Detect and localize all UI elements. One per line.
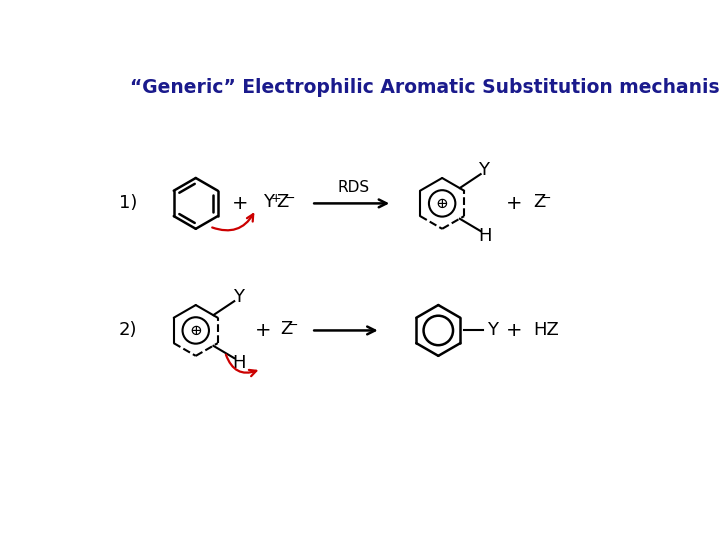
Text: −: − [541,192,552,205]
Text: +: + [231,194,248,213]
Text: H: H [232,354,246,372]
Text: 1): 1) [119,194,137,212]
Text: “Generic” Electrophilic Aromatic Substitution mechanism:: “Generic” Electrophilic Aromatic Substit… [130,78,720,97]
Text: 2): 2) [119,321,138,340]
Text: ⊕: ⊕ [189,323,202,338]
Text: RDS: RDS [338,180,369,195]
Text: +: + [505,321,522,340]
Text: ⊕: ⊕ [436,197,449,211]
Text: Y: Y [487,321,498,339]
Text: Y: Y [478,160,489,179]
Text: Z: Z [276,193,289,211]
Text: +: + [271,192,281,205]
Text: Z: Z [533,193,545,211]
Text: H: H [479,227,492,245]
Text: HZ: HZ [533,321,559,339]
Text: Y: Y [233,288,243,306]
Text: −: − [288,319,299,332]
Text: +: + [505,194,522,213]
Text: +: + [254,321,271,340]
Text: Y: Y [263,193,274,211]
Text: Z: Z [281,320,293,338]
Text: −: − [284,192,294,205]
